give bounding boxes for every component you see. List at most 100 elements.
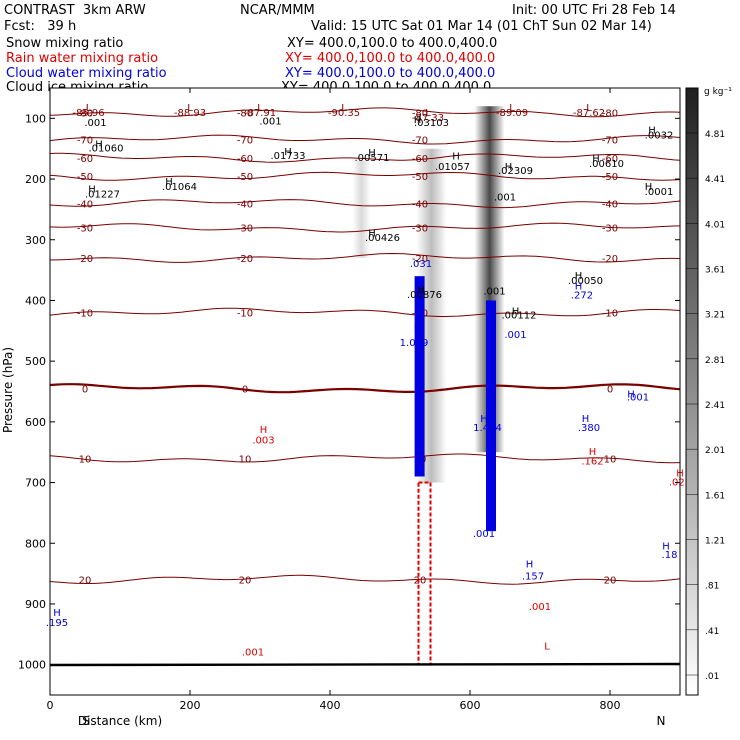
temperature-contour-label: -40 [237, 199, 253, 210]
extremum-label: H [95, 139, 103, 150]
temperature-contour-label: -70 [412, 136, 428, 147]
colorbar-level-label: 4.41 [705, 175, 725, 185]
extremum-label: -87.62 [573, 108, 605, 119]
extremum-label: H [368, 229, 376, 240]
extremum-label: H [452, 152, 460, 163]
field-xy-rain: XY= 400.0,100.0 to 400.0,400.0 [285, 51, 496, 66]
colorbar-level-label: 2.81 [705, 356, 725, 366]
extremum-label: -87.33 [412, 113, 444, 124]
temperature-contour-label: -50 [602, 172, 618, 183]
extremum-label: .157 [522, 572, 544, 583]
y-tick-label: 800 [25, 537, 46, 550]
colorbar-unit: g kg⁻¹ [704, 87, 732, 97]
extremum-label: 1.099 [400, 338, 429, 349]
y-tick-label: 400 [25, 294, 46, 307]
extremum-label: H [260, 425, 268, 436]
extremum-label: L [341, 103, 347, 114]
extremum-label: H [480, 414, 488, 425]
y-tick-label: 600 [25, 416, 46, 429]
extremum-label: .001 [259, 116, 281, 127]
colorbar-level-label: 2.41 [705, 401, 725, 411]
temperature-contour-label: -30 [412, 224, 428, 235]
extremum-label: -90.35 [328, 108, 360, 119]
temperature-contour [49, 574, 681, 585]
temperature-contour-label: -60 [412, 154, 428, 165]
temperature-contour [49, 307, 681, 317]
temperature-contour [49, 252, 681, 263]
colorbar-level-label: 3.21 [705, 311, 725, 321]
temperature-contour-label: -70 [237, 136, 253, 147]
extremum-label: .003 [252, 436, 274, 447]
extremum-label: L [86, 103, 92, 114]
y-tick-label: 500 [25, 355, 46, 368]
temperature-contour-label: -60 [602, 154, 618, 165]
temperature-contour-label: -60 [237, 154, 253, 165]
temperature-contour [49, 171, 681, 181]
temperature-contour-label: -40 [77, 199, 93, 210]
temperature-contour-label: -20 [77, 254, 93, 265]
extremum-label: H [414, 323, 422, 334]
header-model: CONTRAST 3km ARW [4, 3, 146, 18]
x-endpoint-end: N [657, 714, 666, 728]
extremum-label: .001 [483, 286, 505, 297]
temperature-contour-label: -10 [602, 309, 618, 320]
colorbar-level-label: 3.61 [705, 266, 725, 276]
extremum-label: H [53, 608, 61, 619]
temperature-contour-label: 0 [242, 384, 248, 395]
extremum-label: H [505, 162, 513, 173]
extremum-label: L [509, 103, 515, 114]
extremum-label: .00610 [589, 159, 624, 170]
colorbar: 4.81 4.41 4.01 3.61 3.21 2.81 2.41 2.01 1.61 1.21… [685, 87, 732, 696]
y-tick-label: 700 [25, 477, 46, 490]
extremum-label: .02309 [498, 166, 533, 177]
extremum-label: .00571 [355, 153, 390, 164]
temperature-contour-label: 0 [607, 384, 613, 395]
extremum-label: .001 [473, 529, 495, 540]
colorbar-level-label: 4.01 [705, 220, 725, 230]
extremum-label: H [662, 541, 670, 552]
extremum-label: H [414, 115, 422, 126]
colorbar-level-label: 4.81 [705, 130, 725, 140]
temperature-contour-label: 20 [239, 576, 252, 587]
extremum-label: H [648, 126, 656, 137]
extremum-label: .18 [662, 550, 678, 561]
x-tick-label: 600 [460, 699, 481, 712]
temperature-contour-label: 20 [79, 576, 92, 587]
extremum-label: .001 [504, 330, 526, 341]
y-axis-title: Pressure (hPa) [1, 347, 15, 433]
extremum-label: 1.404 [473, 423, 502, 434]
extremum-label: L [425, 108, 431, 119]
colorbar-level-label: .41 [705, 627, 719, 637]
temperature-contour-label: -30 [237, 224, 253, 235]
field-xy-snow: XY= 400.0,100.0 to 400.0,400.0 [287, 36, 498, 51]
temperature-contour-label: 20 [414, 576, 427, 587]
temperature-contour [49, 222, 681, 233]
field-xy-cloud-water: XY= 400.0,100.0 to 400.0,400.0 [285, 66, 496, 81]
extremum-label: .01227 [85, 189, 120, 200]
y-tick-label: 900 [25, 598, 46, 611]
cloud-water-column [414, 276, 425, 477]
extremum-label: .380 [578, 423, 600, 434]
temperature-contour-label: -10 [237, 309, 253, 320]
extremum-label: .0032 [645, 130, 674, 141]
temperature-contour-label: -40 [602, 199, 618, 210]
colorbar-level-label: 2.01 [705, 446, 725, 456]
extremum-label: .00112 [502, 311, 537, 322]
field-label-rain: Rain water mixing ratio [6, 51, 159, 66]
temperature-contour-label: -20 [237, 254, 253, 265]
extremum-label: -87.91 [244, 108, 276, 119]
extremum-label: .001 [494, 192, 516, 203]
extremum-label: L [257, 103, 263, 114]
temperature-contour-label: -80 [237, 108, 253, 119]
snow-column [352, 160, 371, 258]
x-endpoint-start: S [82, 714, 90, 728]
temperature-contour-label: -50 [77, 172, 93, 183]
field-label-cloud-water: Cloud water mixing ratio [6, 66, 167, 81]
extremum-label: H [575, 271, 583, 282]
temperature-contour-label: -50 [412, 172, 428, 183]
extremum-label: .001 [627, 393, 649, 404]
temperature-contour [49, 383, 681, 394]
y-tick-label: 300 [25, 234, 46, 247]
temperature-contour-label: -20 [412, 254, 428, 265]
extremum-label: -85.96 [72, 108, 104, 119]
